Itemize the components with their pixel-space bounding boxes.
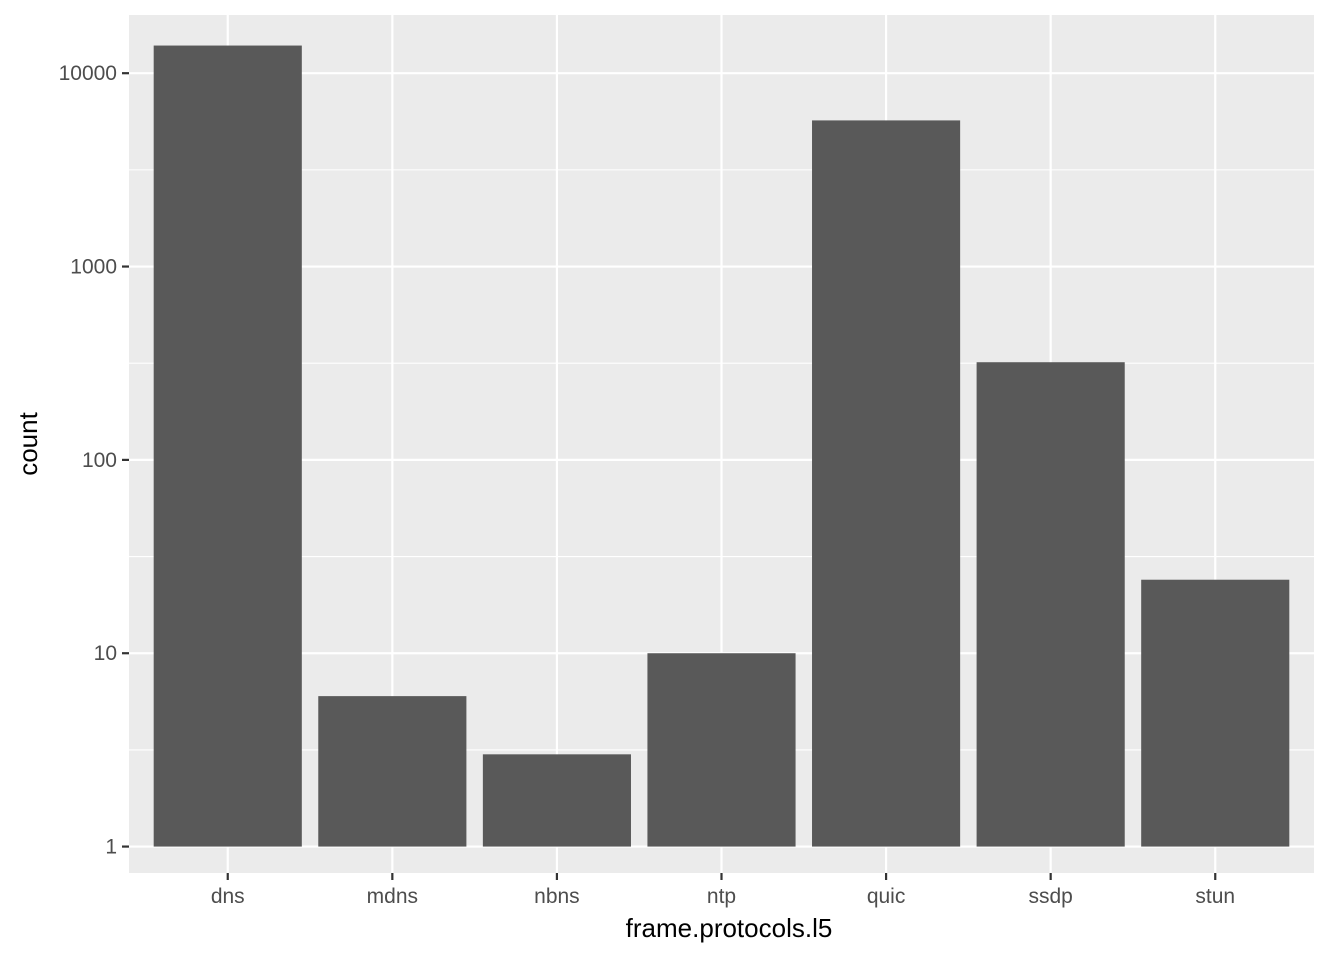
x-axis: dns mdns nbns ntp quic ssdp stun [211, 873, 1235, 908]
x-tick-label-nbns: nbns [534, 885, 580, 908]
bar-nbns [482, 754, 631, 847]
x-tick-label-ssdp: ssdp [1028, 885, 1072, 908]
x-axis-title: frame.protocols.l5 [626, 913, 833, 943]
x-tick-label-ntp: ntp [707, 885, 736, 908]
bar-quic [812, 120, 961, 847]
y-tick-label: 100 [82, 449, 117, 472]
y-tick-label: 1 [105, 836, 117, 859]
y-tick-label: 1000 [70, 256, 117, 279]
x-tick-label-stun: stun [1195, 885, 1235, 908]
y-tick-label: 10 [94, 642, 117, 665]
x-tick-label-mdns: mdns [367, 885, 418, 908]
bar-stun [1141, 579, 1290, 847]
y-axis: 1 10 100 1000 10000 [59, 62, 129, 859]
bars [153, 45, 1290, 847]
bar-ntp [647, 653, 796, 847]
x-tick-label-quic: quic [867, 885, 906, 908]
y-tick-label: 10000 [59, 62, 117, 85]
x-tick-label-dns: dns [211, 885, 245, 908]
y-axis-title: count [13, 411, 43, 475]
bar-ssdp [976, 362, 1125, 847]
bar-mdns [318, 696, 467, 847]
bar-dns [153, 45, 302, 847]
